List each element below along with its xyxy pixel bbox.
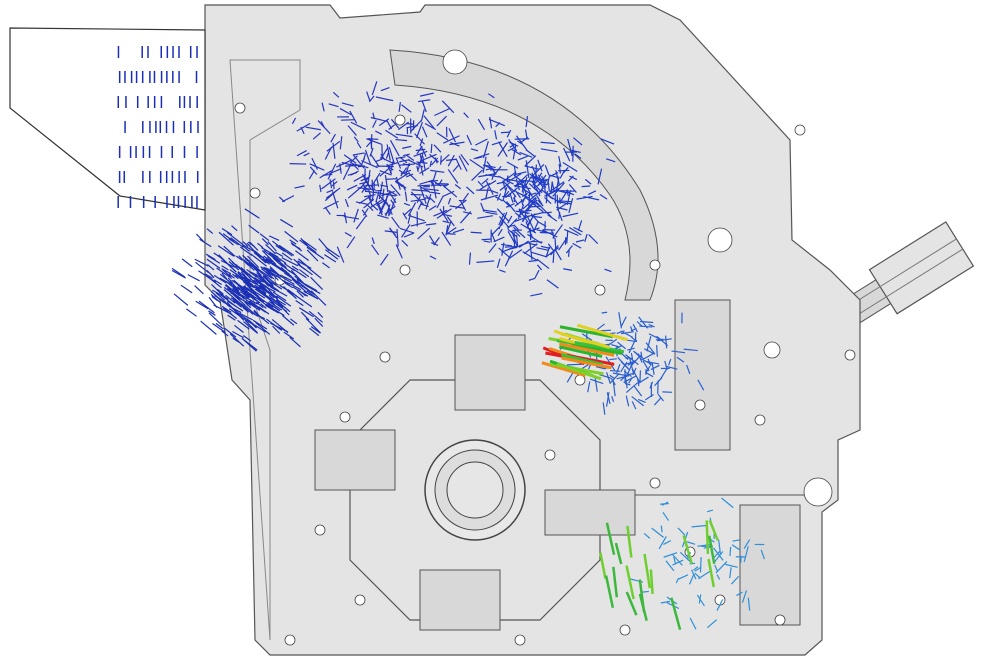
particle [557,195,558,210]
particle [730,547,731,556]
particle [481,239,490,240]
particle [567,364,582,365]
particle [505,246,520,247]
rotor-shaft [447,462,503,518]
particle [582,186,591,187]
bolt-hole [795,125,805,135]
bolt-hole [695,400,705,410]
bolt-hole [545,450,555,460]
particle [514,231,515,247]
bolt-hole [400,265,410,275]
hammer [455,335,525,410]
particle [196,301,209,309]
particle [181,285,192,293]
bolt-hole [355,595,365,605]
particle [661,526,662,533]
particle [657,345,658,357]
bolt-hole [620,625,630,635]
particle [199,301,214,313]
particle [365,185,379,186]
bolt-hole [235,103,245,113]
particle [368,139,378,140]
feed-chute [10,28,205,210]
particle [569,250,570,257]
bolt-hole [340,412,350,422]
pivot [443,50,467,74]
particle [172,270,186,278]
particle [602,312,607,313]
particle [609,359,616,360]
particle [530,228,531,240]
bolt-hole [650,260,660,270]
particle-fast [651,569,653,594]
pivot [804,478,832,506]
particle [195,286,204,294]
particle [174,294,188,306]
bolt-hole [395,115,405,125]
particle [188,275,200,281]
hammer [545,490,635,535]
hammer [420,570,500,630]
bolt-hole [285,635,295,645]
particle [540,232,554,233]
particle [700,557,701,572]
bolt-hole [380,352,390,362]
particle [514,195,515,202]
particle [431,144,432,153]
page: {} html, body { margin: 0; padding: 0; b… [0,0,988,661]
bolt-hole [250,188,260,198]
particle [610,371,620,372]
particle [515,139,530,140]
particle [471,232,482,233]
particle [172,268,185,277]
bolt-hole [650,478,660,488]
particle [333,181,334,189]
breaker-block [675,300,730,450]
particle [418,185,431,186]
bolt-hole [515,635,525,645]
particle [441,156,442,165]
particle [201,321,217,334]
pivot [764,342,780,358]
particle [501,132,510,133]
particle [386,179,397,180]
particle [186,309,196,316]
pivot [708,228,732,252]
particle [345,165,360,166]
particle [447,234,455,235]
bolt-hole [755,415,765,425]
particle [182,259,192,267]
bolt-hole [845,350,855,360]
bolt-hole [595,285,605,295]
particle [375,190,382,191]
bolt-hole [775,615,785,625]
page-body: (() => { const NS = 'http://www.w3.org/2… [0,0,988,661]
crusher-illustration [0,0,988,661]
particle-fast [707,520,708,553]
bolt-hole [315,525,325,535]
hammer [315,430,395,490]
